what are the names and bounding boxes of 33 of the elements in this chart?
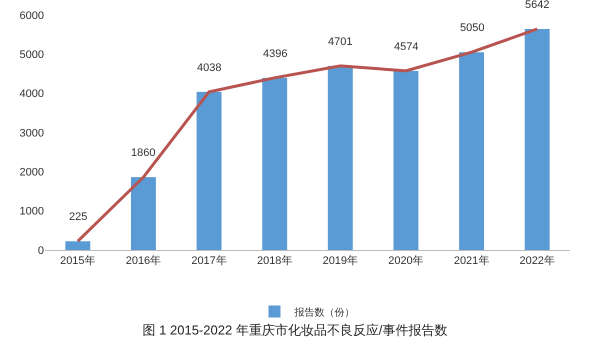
y-tick-label: 1000: [20, 206, 44, 218]
data-label: 225: [69, 211, 88, 223]
bar: [328, 66, 353, 250]
x-tick-label: 2016年: [126, 255, 162, 268]
x-tick-label: 2015年: [60, 255, 96, 268]
y-tick-label: 4000: [20, 88, 44, 100]
bar: [459, 52, 484, 250]
data-label: 5050: [460, 22, 484, 34]
data-label: 4396: [263, 48, 288, 60]
data-label: 4701: [328, 36, 352, 48]
x-tick-label: 2022年: [519, 255, 555, 268]
bar: [262, 78, 288, 250]
y-tick-label: 2000: [20, 166, 44, 179]
y-tick-label: 5000: [20, 49, 44, 62]
bar: [524, 29, 550, 250]
bar: [196, 92, 222, 250]
x-tick-label: 2018年: [256, 255, 292, 268]
x-tick-label: 2021年: [454, 255, 490, 268]
data-label: 1860: [131, 147, 156, 159]
data-label: 4038: [197, 62, 222, 74]
y-tick-label: 3000: [20, 127, 44, 140]
y-tick-label: 0: [38, 244, 44, 257]
bar: [393, 70, 418, 250]
x-tick-label: 2017年: [191, 255, 227, 268]
x-tick-label: 2020年: [388, 255, 424, 268]
data-label: 5642: [525, 0, 550, 11]
text: 图 1 2015-2022 年重庆市化妆品不良反应/事件报告数: [142, 322, 448, 338]
data-label: 4574: [394, 41, 418, 53]
bar: [65, 241, 90, 250]
legend-label: 报告数（份）: [294, 306, 354, 318]
x-tick-label: 2019年: [322, 255, 358, 268]
y-tick-label: 6000: [20, 10, 44, 22]
bar: [130, 177, 156, 250]
